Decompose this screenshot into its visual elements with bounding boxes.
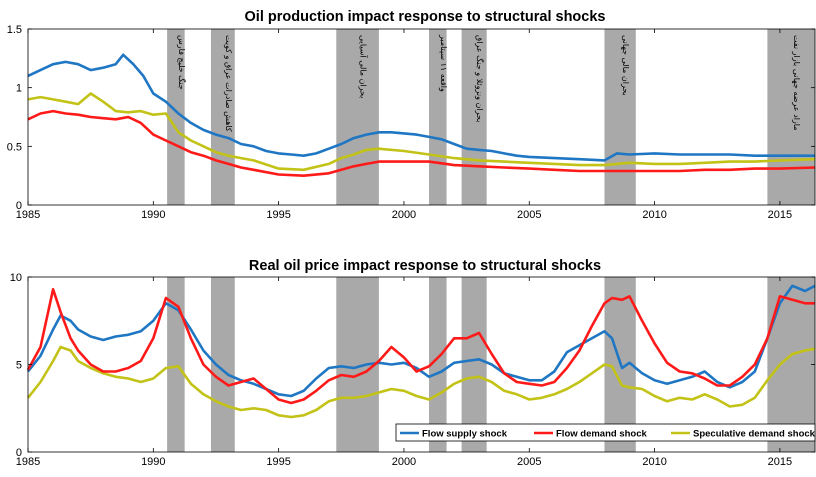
- event-shade-1: [167, 29, 185, 205]
- x-tick-label: 2000: [392, 456, 416, 468]
- legend-label-flow-demand: Flow demand shock: [556, 429, 648, 440]
- production-plot-area: جنگ خلیج فارس کاهش صادرات عراق و کویت بحرا…: [7, 24, 816, 221]
- x-tick-label: 1995: [266, 209, 290, 221]
- x-tick-label: 1995: [266, 456, 290, 468]
- series-line-speculative: [27, 92, 816, 172]
- series-line-flow-supply: [27, 53, 815, 162]
- legend-box: [395, 423, 816, 442]
- x-tick-label: 2005: [517, 209, 541, 221]
- x-tick-label: 2000: [392, 209, 416, 221]
- x-tick-label: 2015: [768, 456, 792, 468]
- x-tick-label: 2010: [642, 209, 666, 221]
- series-line-flow-demand: [27, 109, 816, 177]
- event-label-6: بحران مالی جهانی: [621, 35, 630, 96]
- plot-background: [28, 29, 815, 205]
- x-tick-label: 2010: [642, 456, 666, 468]
- x-tick-label: 1985: [16, 456, 40, 468]
- y-tick-label: 0: [16, 447, 22, 459]
- bottom-chart: Real oil price impact response to struct…: [10, 258, 816, 468]
- legend-label-speculative: Speculative demand shock: [693, 429, 816, 440]
- x-tick-label: 2005: [517, 456, 541, 468]
- x-tick-label: 1990: [141, 209, 165, 221]
- event-label-2: کاهش صادرات عراق و کویت: [224, 35, 233, 132]
- x-tick-label: 2015: [768, 209, 792, 221]
- event-label-1: جنگ خلیج فارس: [177, 35, 187, 90]
- plot-frame: [27, 28, 816, 206]
- event-shade-2: [210, 277, 235, 452]
- series-line-flow-demand: [26, 287, 815, 405]
- event-shade-4: [429, 277, 447, 452]
- event-shade-5: [461, 277, 487, 452]
- y-tick-label: 1.5: [7, 24, 22, 36]
- y-tick-label: 10: [10, 272, 22, 284]
- chart-title-price: Real oil price impact response to struct…: [249, 258, 601, 274]
- chart-title-production: Oil production impact response to struct…: [245, 9, 606, 25]
- x-tick-label: 1985: [16, 209, 40, 221]
- event-shade-7: [767, 277, 815, 452]
- event-shade-7: [767, 29, 815, 205]
- event-label-7: مازاد عرضه جهانی بازار نفت: [792, 35, 801, 131]
- y-tick-label: 5: [16, 360, 22, 372]
- y-tick-label: 0: [16, 200, 22, 212]
- legend-label-flow-supply: Flow supply shock: [422, 429, 508, 440]
- y-tick-label: 1: [16, 83, 22, 95]
- event-label-5: بحران ونزوئلا و جنگ عراق: [475, 35, 485, 122]
- top-chart: Oil production impact response to struct…: [7, 9, 816, 221]
- event-label-3: بحران مالی آسیایی: [359, 35, 369, 99]
- series-line-flow-supply: [26, 284, 816, 398]
- legend: Flow supply shock Flow demand shock Spec…: [395, 423, 816, 442]
- y-tick-label: 0.5: [7, 141, 22, 153]
- price-plot-area: 1985 1990 1995 2000 2005 2010 2015 0 5 10: [10, 272, 816, 468]
- event-shade-5: [461, 29, 487, 205]
- event-shade-1: [167, 277, 185, 452]
- event-label-4: واقعه ۱۱ سپتامبر: [439, 34, 448, 92]
- event-shade-3: [336, 29, 379, 205]
- event-shade-6: [604, 29, 636, 205]
- series-line-speculative: [26, 345, 816, 419]
- x-tick-label: 1990: [141, 456, 165, 468]
- plot-background: [28, 277, 815, 452]
